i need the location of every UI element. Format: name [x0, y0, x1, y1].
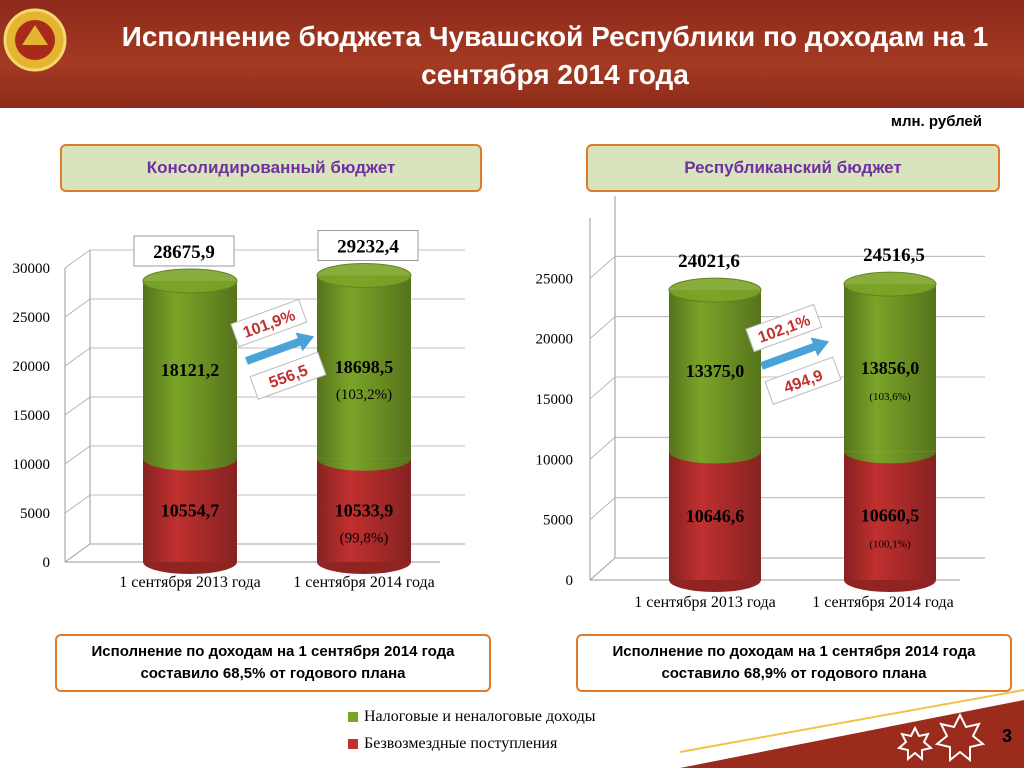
y-tick-label: 5000	[543, 513, 573, 529]
y-tick-label: 15000	[13, 408, 51, 424]
value-label: 13375,0	[686, 361, 745, 381]
legend-label: Налоговые и неналоговые доходы	[364, 708, 596, 725]
x-tick-label: 1 сентября 2013 года	[119, 574, 261, 591]
value-label: 10660,5	[861, 506, 920, 526]
total-box	[133, 235, 235, 267]
y-tick-label: 10000	[536, 452, 574, 468]
growth-arrow	[760, 337, 830, 370]
units-label: млн. рублей	[890, 113, 982, 130]
growth-box	[745, 303, 823, 353]
bar-segment	[844, 284, 936, 452]
y-tick-label: 25000	[13, 310, 51, 326]
header-band	[0, 0, 1024, 108]
bar-segment	[317, 458, 411, 562]
value-label: 18121,2	[161, 360, 220, 380]
bar-segment	[143, 458, 237, 562]
y-tick-label: 0	[566, 573, 574, 589]
x-tick-label: 1 сентября 2014 года	[293, 574, 435, 591]
value-label: 10533,9	[335, 500, 394, 520]
x-tick-label: 1 сентября 2013 года	[634, 594, 776, 611]
bar-segment	[143, 280, 237, 459]
y-tick-label: 0	[43, 555, 51, 571]
total-label: 24021,6	[678, 251, 740, 272]
y-tick-label: 10000	[13, 457, 51, 473]
value-label: 10646,6	[686, 506, 745, 526]
slide-title: Исполнение бюджета Чувашской Республики …	[121, 21, 989, 90]
y-tick-label: 30000	[13, 261, 51, 277]
change-label: (100,1%)	[869, 539, 911, 551]
bar-segment	[669, 451, 761, 580]
emblem	[3, 8, 67, 72]
cylinder-top	[843, 271, 937, 297]
corner-decoration	[679, 689, 1024, 768]
change-label: (99,8%)	[340, 530, 389, 546]
bar-segment	[317, 275, 411, 459]
growth-annotation: 101,9%556,5	[230, 298, 327, 400]
segment-seam	[143, 458, 237, 471]
cylinder-top	[668, 277, 762, 303]
bar-segment	[844, 451, 936, 580]
cylinder-top	[316, 263, 412, 289]
growth-box	[230, 298, 308, 348]
legend-swatch	[348, 712, 358, 722]
panel-heading: Консолидированный бюджет	[60, 144, 482, 192]
segment-seam	[669, 451, 761, 464]
x-tick-label: 1 сентября 2014 года	[812, 594, 954, 611]
y-tick-label: 5000	[20, 506, 50, 522]
growth-arrow	[245, 332, 315, 365]
total-label: 29232,4	[337, 237, 399, 258]
segment-seam	[317, 458, 411, 471]
summary-note: Исполнение по доходам на 1 сентября 2014…	[576, 634, 1012, 692]
y-tick-label: 25000	[536, 271, 574, 287]
panel-heading: Республиканский бюджет	[586, 144, 1000, 192]
segment-seam	[844, 451, 936, 464]
page-number: 3	[1001, 726, 1012, 746]
y-tick-label: 15000	[536, 392, 574, 408]
summary-note: Исполнение по доходам на 1 сентября 2014…	[55, 634, 491, 692]
legend-swatch	[348, 739, 358, 749]
y-tick-label: 20000	[536, 332, 574, 348]
value-label: 18698,5	[335, 357, 394, 377]
grid-line	[589, 255, 985, 279]
value-label: 10554,7	[161, 500, 220, 520]
legend-label: Безвозмездные поступления	[364, 735, 558, 752]
legend-item: Безвозмездные поступления	[348, 735, 557, 753]
legend-item: Налоговые и неналоговые доходы	[348, 708, 596, 726]
change-label: (103,6%)	[869, 391, 911, 403]
total-label: 24516,5	[863, 245, 925, 266]
cylinder-top	[142, 268, 238, 294]
y-tick-label: 20000	[13, 359, 51, 375]
growth-box	[764, 356, 842, 405]
change-label: (103,2%)	[336, 387, 392, 403]
growth-box	[249, 351, 327, 400]
total-label: 28675,9	[153, 242, 215, 263]
value-label: 13856,0	[861, 358, 920, 378]
total-box	[317, 230, 419, 262]
bar-segment	[669, 290, 761, 452]
